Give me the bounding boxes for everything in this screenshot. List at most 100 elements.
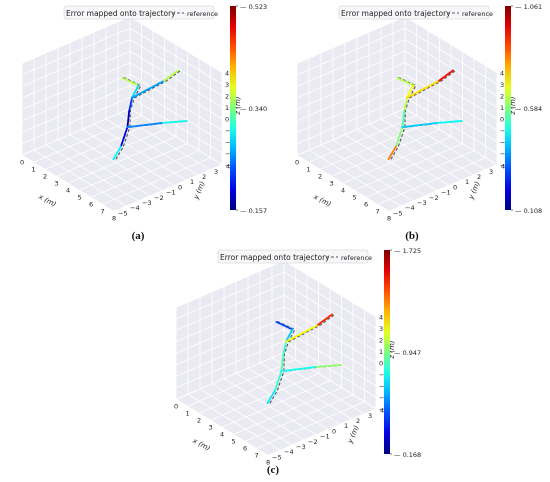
y-tick-label: 1 xyxy=(344,422,348,430)
grid-line xyxy=(102,157,211,205)
trajectory-segment xyxy=(121,77,140,87)
grid-line xyxy=(283,294,377,352)
grid-line xyxy=(380,118,474,176)
z-axis-label: z (m) xyxy=(509,96,517,115)
z-tick-label: −3 xyxy=(225,150,235,158)
grid-line xyxy=(332,139,426,197)
grid-line xyxy=(57,139,151,197)
y-tick-label: 3 xyxy=(489,168,493,176)
x-tick-label: 5 xyxy=(232,437,236,445)
reference-path xyxy=(134,70,181,99)
x-tick-label: 2 xyxy=(197,416,201,424)
z-tick-label: −3 xyxy=(500,150,510,158)
chart-title: Error mapped onto trajectory xyxy=(220,253,330,262)
grid-line xyxy=(175,340,285,389)
grid-line xyxy=(233,387,342,435)
trajectory-segment xyxy=(406,84,415,99)
z-tick-label: −3 xyxy=(379,394,389,402)
grid-line xyxy=(187,393,281,451)
z-tick-label: 4 xyxy=(500,70,504,78)
grid-line xyxy=(271,357,365,415)
legend-box xyxy=(338,5,490,20)
colorbar xyxy=(230,6,236,210)
grid-line xyxy=(404,27,498,85)
y-tick-label: −4 xyxy=(405,204,415,212)
grid-line xyxy=(21,39,131,87)
z-tick-label: −2 xyxy=(500,139,510,147)
grid-line xyxy=(21,27,131,76)
z-tick-label: 3 xyxy=(225,81,229,89)
grid-line xyxy=(331,129,440,177)
panel-label-b: (b) xyxy=(405,230,419,242)
y-tick-label: −3 xyxy=(417,199,427,207)
grid-line xyxy=(296,96,406,145)
grid-line xyxy=(320,144,414,202)
trajectory-segment xyxy=(131,84,140,99)
z-axis-label: z (m) xyxy=(234,96,242,115)
y-tick-label: 1 xyxy=(465,178,469,186)
grid-line xyxy=(319,122,429,170)
y-tick-label: 0 xyxy=(453,183,457,191)
grid-line xyxy=(21,62,131,110)
x-tick-label: 3 xyxy=(330,179,334,187)
colorbar-tick-label: — 0.947 xyxy=(394,349,421,357)
legend-reference-label: reference xyxy=(341,254,372,262)
z-axis-label: z (m) xyxy=(388,340,396,359)
x-tick-label: 0 xyxy=(20,158,24,166)
grid-line xyxy=(175,317,285,366)
grid-line xyxy=(129,39,223,96)
x-tick-label: 8 xyxy=(112,214,116,222)
grid-line xyxy=(44,122,154,170)
grid-line xyxy=(129,27,223,85)
grid-line xyxy=(259,362,353,420)
x-tick-label: 0 xyxy=(174,402,178,410)
trajectory-segment xyxy=(112,145,122,161)
x-tick-label: 7 xyxy=(101,207,105,215)
x-axis-label: x (m) xyxy=(190,436,211,452)
trajectory-segment xyxy=(401,109,406,129)
x-tick-label: 1 xyxy=(307,165,311,173)
z-tick-label: −1 xyxy=(500,127,510,135)
legend-reference-label: reference xyxy=(462,10,493,18)
trajectory-segment xyxy=(395,126,404,148)
grid-line xyxy=(175,260,285,308)
trajectory-segment xyxy=(406,79,440,99)
legend-box xyxy=(63,5,215,20)
grid-line xyxy=(175,329,285,377)
legend-box xyxy=(217,249,369,264)
grid-line xyxy=(308,149,402,207)
grid-line xyxy=(175,271,285,320)
grid-line xyxy=(187,359,296,407)
y-tick-label: 2 xyxy=(356,417,360,425)
x-tick-label: 8 xyxy=(387,214,391,222)
grid-line xyxy=(344,134,438,191)
grid-line xyxy=(113,164,223,212)
grid-line xyxy=(33,149,127,207)
y-tick-label: −2 xyxy=(429,194,439,202)
grid-line xyxy=(221,380,331,428)
grid-line xyxy=(198,366,308,414)
y-tick-label: 1 xyxy=(190,178,194,186)
colorbar-tick-label: — 0.523 xyxy=(240,3,267,11)
grid-line xyxy=(129,85,223,142)
z-tick-label: 2 xyxy=(225,93,229,101)
grid-line xyxy=(69,134,163,191)
grid-line xyxy=(404,16,498,73)
z-tick-label: 4 xyxy=(225,70,229,78)
legend-reference-label: reference xyxy=(187,10,218,18)
z-tick-label: 3 xyxy=(500,81,504,89)
z-tick-label: 3 xyxy=(379,325,383,333)
x-tick-label: 8 xyxy=(266,458,270,466)
z-tick-label: −1 xyxy=(379,371,389,379)
y-tick-label: −3 xyxy=(296,443,306,451)
grid-line xyxy=(365,150,475,198)
grid-line xyxy=(81,129,175,186)
trajectory-segment xyxy=(280,353,285,373)
y-tick-label: −1 xyxy=(320,433,330,441)
trajectory-segment xyxy=(403,96,408,112)
x-tick-label: 7 xyxy=(376,207,380,215)
trajectory-segment xyxy=(274,370,283,392)
y-tick-label: −5 xyxy=(393,209,403,217)
reference-path xyxy=(288,314,335,343)
